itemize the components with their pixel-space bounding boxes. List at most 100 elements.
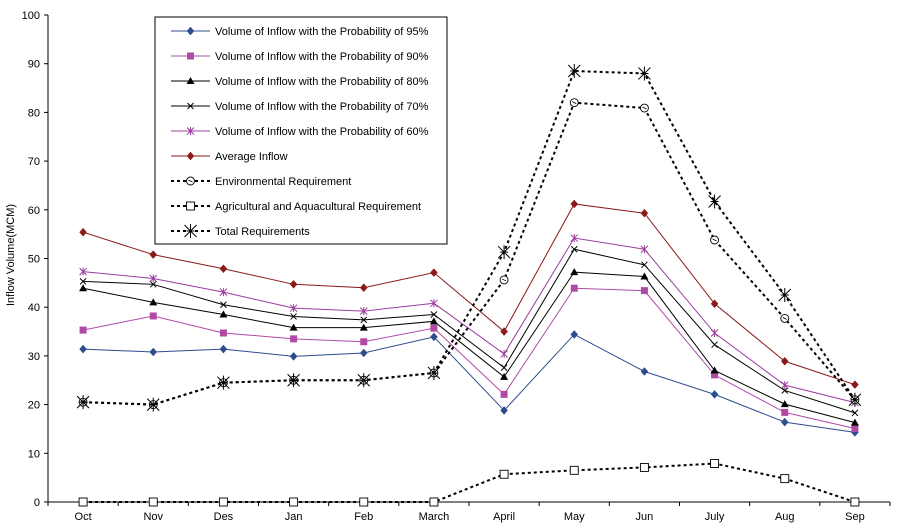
data-point xyxy=(780,400,789,408)
data-point xyxy=(710,366,719,374)
legend-label: Agricultural and Aquacultural Requiremen… xyxy=(215,201,421,213)
data-point xyxy=(570,268,579,276)
y-tick-label: 30 xyxy=(28,351,40,363)
data-point xyxy=(640,367,649,376)
data-point xyxy=(641,261,648,269)
data-point xyxy=(219,264,228,274)
data-point xyxy=(848,392,862,407)
data-point xyxy=(708,194,721,209)
data-point xyxy=(290,313,297,320)
x-tick-label: Aug xyxy=(775,511,795,523)
data-point-inner xyxy=(642,106,647,110)
data-point xyxy=(780,474,790,484)
data-point xyxy=(499,469,509,479)
series-5 xyxy=(79,234,859,407)
series-line xyxy=(82,203,856,386)
data-point xyxy=(570,284,578,292)
data-point xyxy=(430,299,438,308)
data-point-inner xyxy=(572,101,577,105)
series-group xyxy=(76,64,862,507)
data-point xyxy=(287,373,300,388)
data-point xyxy=(781,408,789,416)
data-point xyxy=(639,462,649,472)
y-tick-label: 0 xyxy=(34,497,40,509)
series-8 xyxy=(78,459,860,507)
data-point xyxy=(357,373,371,388)
series-line xyxy=(83,237,856,404)
x-axis-ticks: Oct Nov Des Jan Feb March April May Jun July Aug Se… xyxy=(47,502,891,523)
data-point xyxy=(710,459,720,468)
data-point xyxy=(289,304,298,313)
legend-marker-inner xyxy=(188,179,193,183)
data-point xyxy=(217,375,230,390)
series-9 xyxy=(76,64,862,412)
legend-label: Environmental Requirement xyxy=(215,176,351,188)
x-tick-label: Des xyxy=(214,511,234,523)
series-1 xyxy=(79,330,859,437)
data-point xyxy=(570,330,579,339)
data-point xyxy=(290,335,298,343)
legend-label: Volume of Inflow with the Probability of… xyxy=(215,126,429,138)
data-point xyxy=(500,349,508,358)
series-line xyxy=(82,287,856,429)
data-point xyxy=(79,278,87,285)
data-point xyxy=(359,307,368,316)
legend-label: Total Requirements xyxy=(215,226,310,238)
y-tick-label: 70 xyxy=(28,156,40,168)
data-point xyxy=(570,199,579,209)
x-tick-label: Oct xyxy=(75,511,92,523)
data-point xyxy=(851,409,859,417)
data-point xyxy=(430,311,438,318)
legend-label: Average Inflow xyxy=(215,151,288,163)
data-point xyxy=(289,497,299,507)
data-point xyxy=(497,245,511,260)
series-6 xyxy=(79,199,859,390)
legend-label: Volume of Inflow with the Probability of… xyxy=(215,51,429,63)
series-2 xyxy=(79,284,859,432)
x-tick-label: Sep xyxy=(845,511,865,523)
y-tick-label: 50 xyxy=(28,254,40,266)
data-point xyxy=(359,497,369,507)
data-point xyxy=(851,380,859,390)
legend-label: Volume of Inflow with the Probability of… xyxy=(215,76,429,88)
y-tick-label: 100 xyxy=(22,10,40,22)
legend-marker xyxy=(186,151,195,161)
data-point xyxy=(640,287,648,295)
data-point xyxy=(710,329,719,338)
y-tick-label: 80 xyxy=(28,107,40,119)
x-tick-label: Jan xyxy=(285,511,303,523)
data-point xyxy=(79,344,87,354)
data-point xyxy=(289,279,298,289)
data-point xyxy=(79,284,88,292)
data-point xyxy=(640,208,649,218)
x-tick-label: March xyxy=(419,511,450,523)
legend: Volume of Inflow with the Probability of… xyxy=(154,16,448,245)
data-point xyxy=(360,316,368,324)
data-point xyxy=(569,465,579,475)
data-point xyxy=(148,497,158,507)
y-tick-label: 60 xyxy=(28,205,40,217)
data-point xyxy=(640,245,649,254)
data-point xyxy=(78,497,88,507)
x-tick-label: July xyxy=(705,511,725,523)
series-line xyxy=(83,69,856,406)
data-point xyxy=(149,280,157,288)
series-line xyxy=(82,271,856,424)
data-point xyxy=(780,417,789,427)
y-tick-label: 40 xyxy=(28,302,40,314)
data-point xyxy=(430,332,438,342)
data-point xyxy=(219,310,228,318)
data-point xyxy=(219,329,227,337)
series-3 xyxy=(79,268,859,426)
data-point xyxy=(360,338,368,346)
data-point xyxy=(778,288,792,303)
data-point xyxy=(850,497,860,507)
series-line xyxy=(83,248,856,414)
data-point xyxy=(359,323,368,331)
data-point xyxy=(640,272,649,280)
data-point xyxy=(427,365,441,380)
data-point xyxy=(780,381,789,390)
x-tick-label: May xyxy=(564,511,585,523)
data-point xyxy=(570,234,579,243)
